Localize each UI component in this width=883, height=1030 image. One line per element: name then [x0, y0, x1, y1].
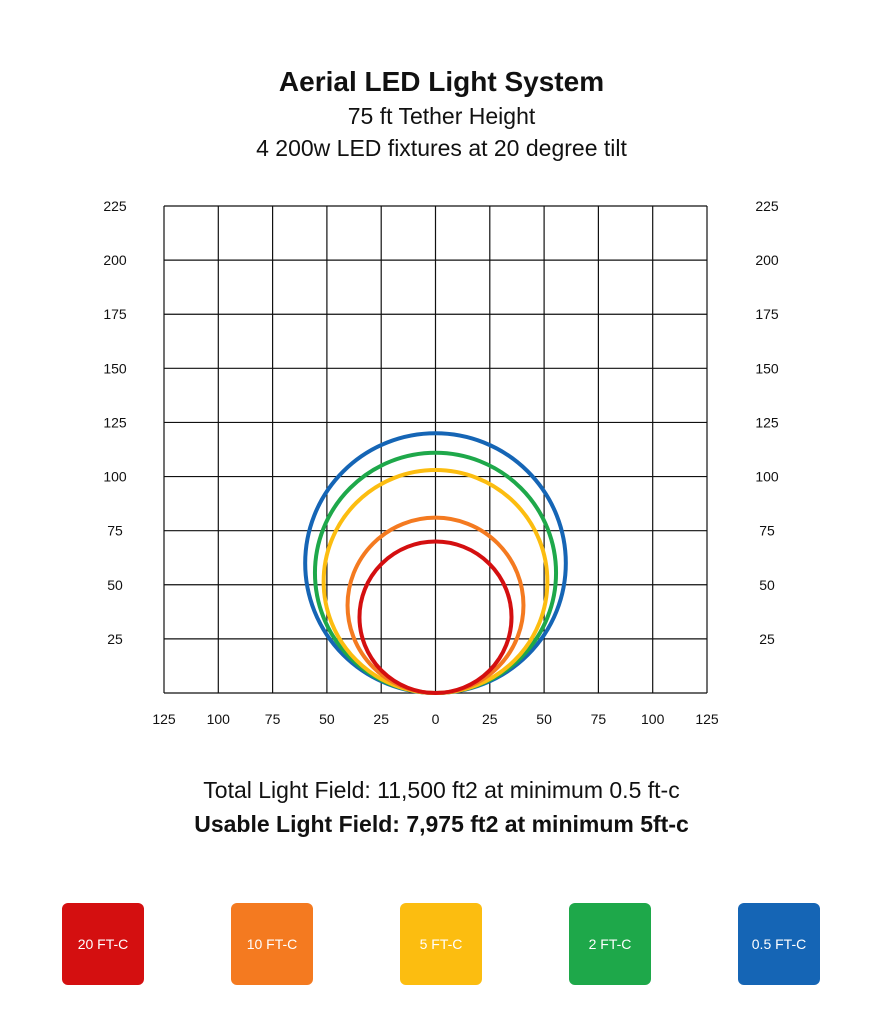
y-tick-label-right: 75 [759, 523, 775, 539]
y-tick-label-right: 225 [755, 198, 779, 214]
total-light-field: Total Light Field: 11,500 ft2 at minimum… [203, 777, 680, 803]
legend-label: 10 FT-C [246, 936, 298, 952]
y-tick-label-left: 225 [103, 198, 127, 214]
legend-5-ftc: 5 FT-C [400, 903, 482, 985]
usable-light-field: Usable Light Field: 7,975 ft2 at minimum… [194, 811, 689, 837]
y-tick-label-left: 150 [103, 360, 127, 376]
y-tick-label-right: 150 [755, 360, 779, 376]
legend-2-ftc: 2 FT-C [569, 903, 651, 985]
legend-label: 0.5 FT-C [751, 936, 807, 952]
y-tick-label-left: 175 [103, 306, 127, 322]
y-tick-label-right: 200 [755, 252, 779, 268]
x-tick-label: 25 [482, 711, 498, 727]
y-tick-label-left: 25 [107, 631, 123, 647]
y-tick-label-right: 25 [759, 631, 775, 647]
chart-subtitle-fixtures: 4 200w LED fixtures at 20 degree tilt [256, 135, 627, 161]
light-contour-20-ft-c [357, 539, 514, 695]
x-tick-label: 25 [373, 711, 389, 727]
x-tick-label: 125 [152, 711, 176, 727]
y-tick-label-left: 50 [107, 577, 123, 593]
x-tick-label: 100 [641, 711, 665, 727]
legend-label: 5 FT-C [419, 936, 463, 952]
x-tick-label: 75 [265, 711, 281, 727]
x-tick-label: 0 [432, 711, 440, 727]
x-tick-label: 75 [591, 711, 607, 727]
legend-label: 20 FT-C [77, 936, 129, 952]
y-tick-label-right: 100 [755, 469, 779, 485]
y-tick-label-left: 200 [103, 252, 127, 268]
y-tick-label-left: 75 [107, 523, 123, 539]
legend-10-ftc: 10 FT-C [231, 903, 313, 985]
y-tick-label-right: 125 [755, 414, 779, 430]
x-tick-label: 50 [319, 711, 335, 727]
legend-label: 2 FT-C [588, 936, 632, 952]
y-tick-label-right: 175 [755, 306, 779, 322]
y-tick-label-left: 125 [103, 414, 127, 430]
x-tick-label: 100 [207, 711, 231, 727]
chart-title: Aerial LED Light System [278, 66, 605, 97]
legend-20-ftc: 20 FT-C [62, 903, 144, 985]
legend-0-5-ftc: 0.5 FT-C [738, 903, 820, 985]
light-field-chart: 125 100 75 50 25 0 25 50 75 100 125 25 25 50 50 75 75 100… [103, 198, 779, 727]
y-tick-label-right: 50 [759, 577, 775, 593]
chart-subtitle-tether: 75 ft Tether Height [347, 103, 536, 129]
y-tick-label-left: 100 [103, 469, 127, 485]
x-tick-label: 50 [536, 711, 552, 727]
x-tick-label: 125 [695, 711, 719, 727]
